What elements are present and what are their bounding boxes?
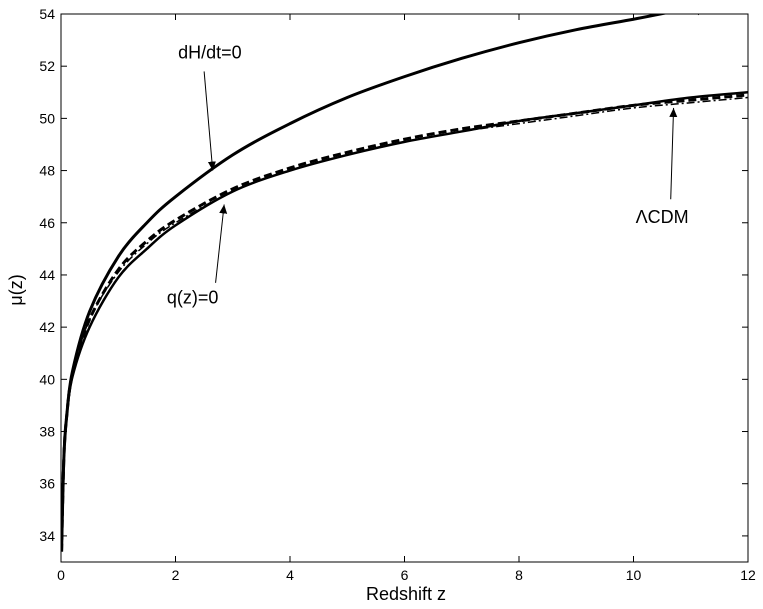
- series-line-dashed: [61, 93, 748, 552]
- annotation-label: q(z)=0: [167, 288, 219, 308]
- y-tick-label: 34: [39, 528, 55, 544]
- y-tick-label: 54: [39, 6, 55, 22]
- x-tick-label: 0: [57, 567, 65, 583]
- y-tick-label: 36: [39, 476, 55, 492]
- x-tick-label: 12: [740, 567, 756, 583]
- annotation-arrow: [215, 204, 228, 283]
- x-tick-label: 8: [515, 567, 523, 583]
- y-tick-label: 40: [39, 371, 55, 387]
- y-axis-label: μ(z): [6, 274, 26, 305]
- annotation-arrow: [669, 107, 678, 200]
- x-tick-label: 4: [286, 567, 294, 583]
- annotation-label: ΛCDM: [636, 207, 689, 227]
- x-tick-label: 2: [172, 567, 180, 583]
- annotation-label: dH/dt=0: [178, 42, 242, 62]
- series-layer: [61, 14, 748, 552]
- series-line-dashdot: [61, 96, 748, 552]
- plot-frame: [60, 13, 749, 563]
- x-axis-label: Redshift z: [366, 584, 446, 604]
- annotation-layer: dH/dt=0 q(z)=0 ΛCDM: [167, 42, 689, 307]
- x-tick-label: 10: [626, 567, 642, 583]
- y-tick-label: 48: [39, 163, 55, 179]
- y-tick-label: 38: [39, 424, 55, 440]
- y-tick-label: 46: [39, 215, 55, 231]
- y-tick-label: 44: [39, 267, 55, 283]
- y-tick-label: 42: [39, 319, 55, 335]
- y-tick-label: 52: [39, 58, 55, 74]
- series-line-solid: [61, 91, 748, 552]
- x-tick-label: 6: [401, 567, 409, 583]
- annotation-arrow: [203, 71, 216, 171]
- plot-border: [60, 13, 749, 563]
- y-tick-label: 50: [39, 110, 55, 126]
- series-line-solid-thick: [61, 14, 700, 552]
